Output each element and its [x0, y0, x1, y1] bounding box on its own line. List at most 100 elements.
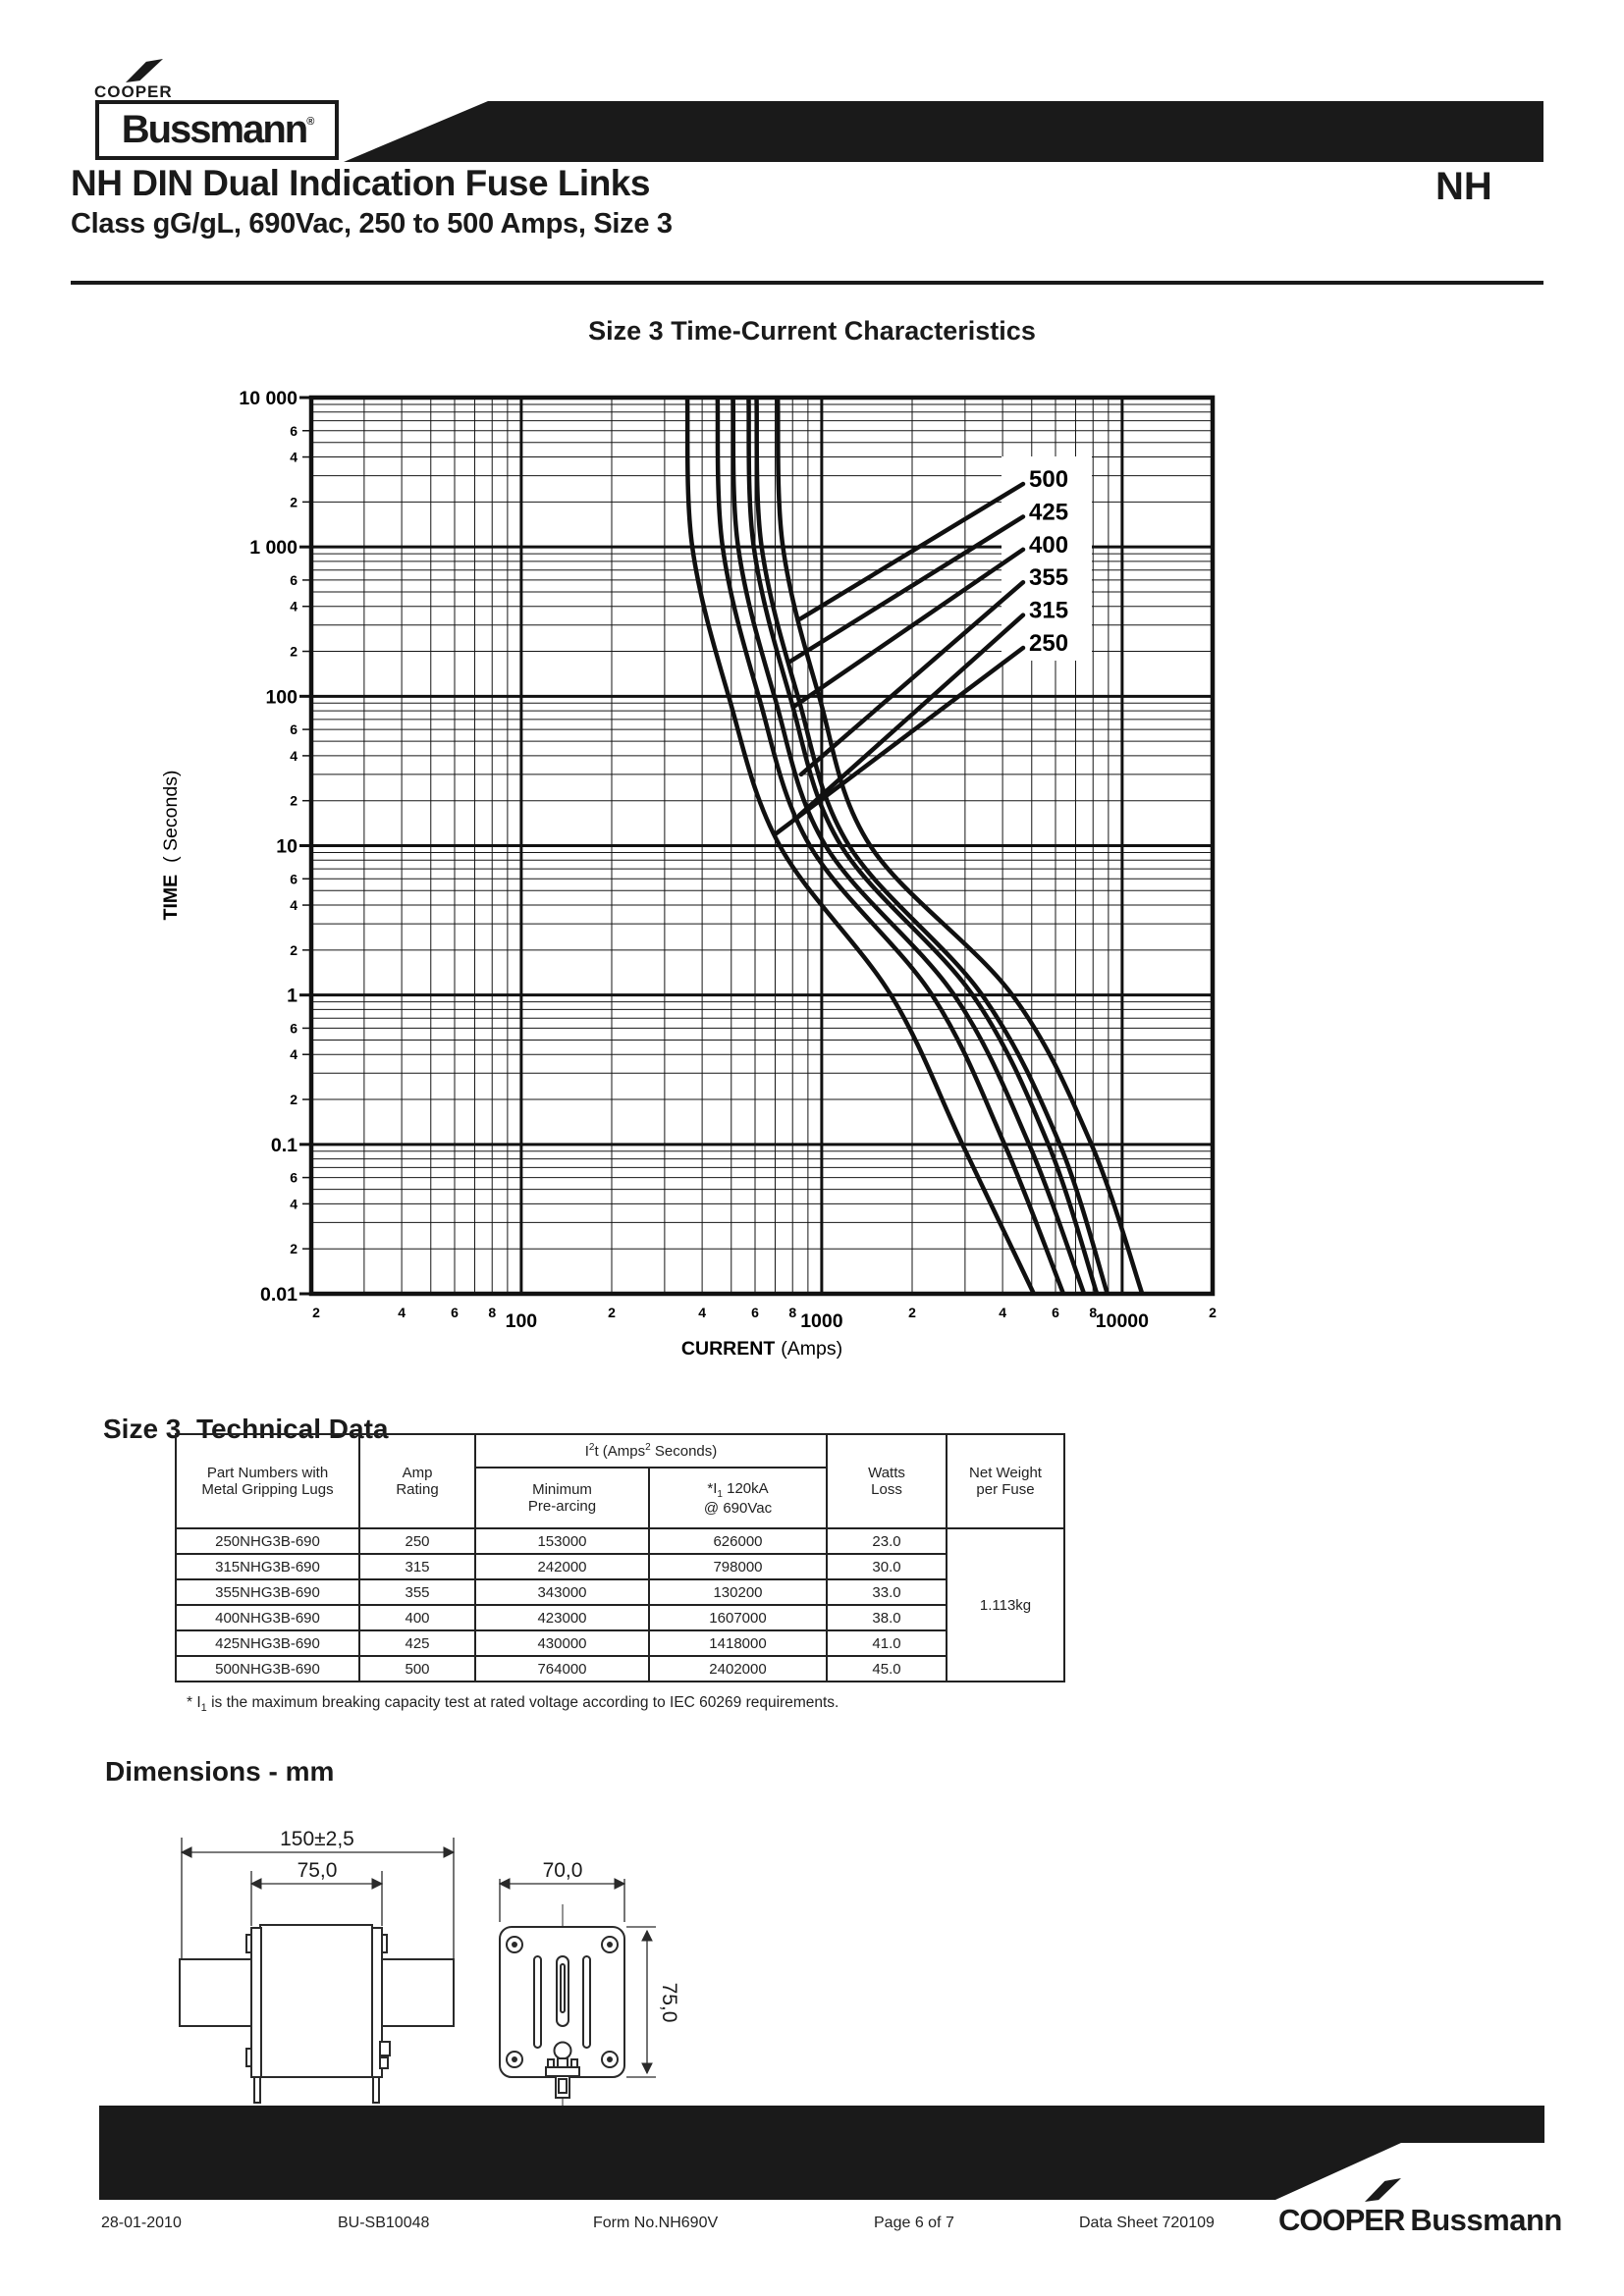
- table-row: 425NHG3B-690 425 430000 1418000 41.0: [175, 1629, 1064, 1657]
- y-tick-label: 2: [290, 1092, 298, 1107]
- footer-datasheet-number: Data Sheet 720109: [1079, 2215, 1215, 2231]
- dim-body-width: 75,0: [298, 1859, 338, 1882]
- table-cell: 423000: [474, 1604, 650, 1631]
- x-tick-label: 10000: [1096, 1310, 1149, 1332]
- header-rule: [71, 281, 1543, 285]
- curve-250: [684, 398, 1037, 1295]
- x-tick-label: 8: [488, 1305, 496, 1320]
- y-tick-label: 2: [290, 1241, 298, 1256]
- table-cell: 45.0: [826, 1655, 947, 1682]
- y-tick-label: 4: [290, 599, 298, 614]
- cooper-brand-text: COOPER: [94, 82, 173, 101]
- indicator-button: [553, 2041, 572, 2060]
- y-tick-label: 2: [290, 494, 298, 509]
- cooper-leaf-icon: [126, 59, 163, 82]
- table-row: 400NHG3B-690 400 423000 1607000 38.0: [175, 1604, 1064, 1631]
- table-cell: 41.0: [826, 1629, 947, 1657]
- header-band: [344, 101, 1543, 162]
- table-row: 315NHG3B-690 315 242000 798000 30.0: [175, 1553, 1064, 1580]
- time-current-chart: 10 000 6 4 2 1 000 6 4 2 100 6 4 2 10 6 4 2 1 6 4 2 0.1 6 4 2 0.…: [160, 388, 1217, 1360]
- corner-screws: [506, 1936, 619, 2068]
- curve-label-250: 250: [1029, 630, 1068, 657]
- table-cell: 400NHG3B-690: [175, 1604, 360, 1631]
- chart-title: Size 3 Time-Current Characteristics: [588, 316, 1036, 346]
- striker-assembly: [545, 2066, 580, 2077]
- y-tick-label: 4: [290, 897, 298, 913]
- table-cell: 1607000: [648, 1604, 828, 1631]
- mounting-leg: [372, 2076, 380, 2104]
- table-cell: 425: [358, 1629, 476, 1657]
- x-tick-label: 2: [608, 1305, 616, 1320]
- table-cell: 250NHG3B-690: [175, 1527, 360, 1555]
- x-tick-label: 2: [312, 1305, 320, 1320]
- col-header-i1-120ka: *I1 120kA @ 690Vac: [648, 1467, 828, 1529]
- x-tick-label: 4: [999, 1305, 1006, 1320]
- y-tick-label: 2: [290, 644, 298, 660]
- curve-annotations: 500 425 400 355 315 250: [773, 466, 1068, 836]
- x-tick-label: 2: [908, 1305, 916, 1320]
- table-cell: 500NHG3B-690: [175, 1655, 360, 1682]
- technical-data-table: Part Numbers with Metal Gripping Lugs Amp…: [175, 1433, 1065, 1682]
- fuse-body: [259, 1924, 373, 2078]
- y-tick-label: 4: [290, 1196, 298, 1211]
- x-tick-label: 1000: [800, 1310, 843, 1332]
- curve-label-500: 500: [1029, 466, 1068, 493]
- table-cell: 2402000: [648, 1655, 828, 1682]
- curve-400: [746, 398, 1100, 1295]
- col-header-i2t-group: I2t (Amps2 Seconds): [474, 1433, 828, 1468]
- table-cell: 626000: [648, 1527, 828, 1555]
- y-tick-label: 2: [290, 942, 298, 958]
- y-tick-label: 6: [290, 1170, 298, 1186]
- y-tick-label: 6: [290, 1020, 298, 1036]
- col-header-minimum-prearcing: Minimum Pre-arcing: [474, 1467, 650, 1529]
- x-tick-label: 100: [506, 1310, 538, 1332]
- page-subtitle: Class gG/gL, 690Vac, 250 to 500 Amps, Si…: [71, 208, 673, 240]
- table-cell: 798000: [648, 1553, 828, 1580]
- corner-tag: NH: [1435, 165, 1492, 208]
- table-cell: 33.0: [826, 1578, 947, 1606]
- curve-355: [731, 398, 1087, 1295]
- footer-doc-number: BU-SB10048: [338, 2215, 430, 2231]
- section-heading-dimensions: Dimensions - mm: [105, 1756, 335, 1787]
- y-axis-title: TIME( Seconds): [160, 771, 182, 921]
- y-tick-label: 4: [290, 748, 298, 764]
- x-tick-label: 6: [1052, 1305, 1059, 1320]
- table-cell: 23.0: [826, 1527, 947, 1555]
- y-tick-label: 1: [287, 986, 298, 1007]
- curve-315: [715, 398, 1066, 1295]
- col-header-watts-loss: Watts Loss: [826, 1433, 947, 1529]
- y-tick-label: 10 000: [239, 388, 298, 409]
- footer-page-number: Page 6 of 7: [874, 2215, 954, 2231]
- table-cell: 764000: [474, 1655, 650, 1682]
- fuse-front-view: 70,0 75,0: [498, 1859, 680, 2110]
- table-cell: 400: [358, 1604, 476, 1631]
- table-cell: 500: [358, 1655, 476, 1682]
- col-header-net-weight: Net Weight per Fuse: [946, 1433, 1065, 1529]
- table-cell: 425NHG3B-690: [175, 1629, 360, 1657]
- y-tick-label: 6: [290, 423, 298, 439]
- table-cell: 242000: [474, 1553, 650, 1580]
- table-cell: 1418000: [648, 1629, 828, 1657]
- curve-label-425: 425: [1029, 499, 1068, 525]
- x-tick-label: 2: [1209, 1305, 1217, 1320]
- x-tick-label: 8: [788, 1305, 796, 1320]
- x-tick-label: 4: [398, 1305, 406, 1320]
- y-tick-label: 100: [265, 686, 298, 708]
- table-row: 355NHG3B-690 355 343000 130200 33.0: [175, 1578, 1064, 1606]
- dimension-drawings: 150±2,5 75,0 70,0: [179, 1828, 680, 2110]
- y-tick-label: 6: [290, 721, 298, 737]
- y-tick-label: 6: [290, 871, 298, 886]
- table-cell: 315NHG3B-690: [175, 1553, 360, 1580]
- table-cell: 30.0: [826, 1553, 947, 1580]
- cooper-bussmann-logo: COOPER Bussmann: [1278, 2203, 1562, 2237]
- col-header-amp-rating: Amp Rating: [358, 1433, 476, 1529]
- y-tick-label: 4: [290, 450, 298, 465]
- table-cell: 430000: [474, 1629, 650, 1657]
- table-cell: 355NHG3B-690: [175, 1578, 360, 1606]
- curve-425: [754, 398, 1110, 1295]
- table-cell: 343000: [474, 1578, 650, 1606]
- page-title: NH DIN Dual Indication Fuse Links: [71, 163, 650, 203]
- footer-band: [99, 2106, 1544, 2200]
- table-row: 500NHG3B-690 500 764000 2402000 45.0: [175, 1655, 1064, 1682]
